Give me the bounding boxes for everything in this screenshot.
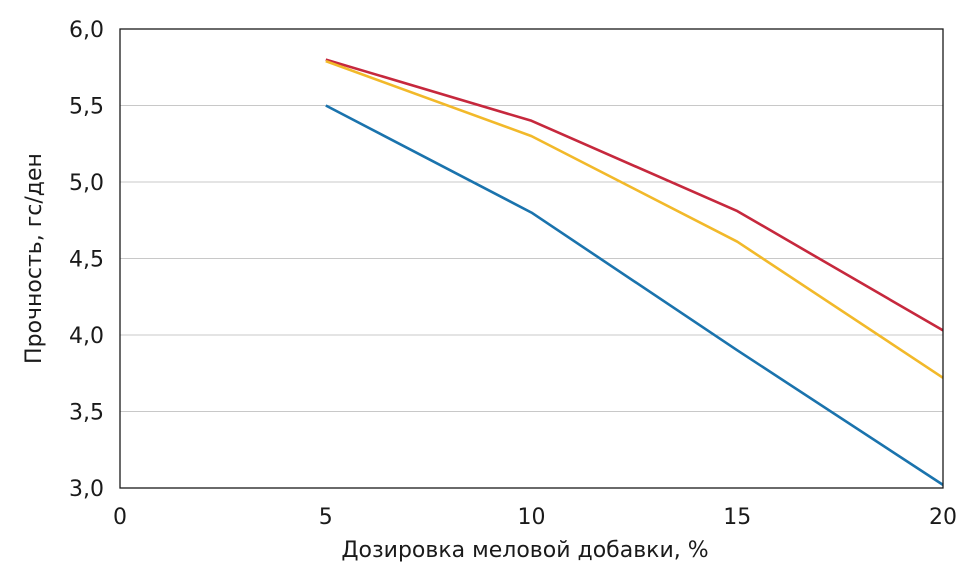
- y-tick-label: 4,5: [69, 248, 104, 273]
- series-line-3: [325, 104, 944, 486]
- y-tick-label: 6,0: [69, 18, 104, 43]
- series-lines: [325, 58, 944, 486]
- grid-lines: [120, 105, 943, 412]
- y-axis-ticks: 3,0 3,5 4,0 4,5 5,0 5,5 6,0: [69, 18, 104, 502]
- x-tick-label: 5: [319, 505, 333, 530]
- x-tick-label: 10: [518, 505, 546, 530]
- x-tick-label: 15: [723, 505, 751, 530]
- y-tick-label: 3,0: [69, 477, 104, 502]
- x-axis-ticks: 0 5 10 15 20: [113, 505, 957, 530]
- x-tick-label: 20: [929, 505, 957, 530]
- y-tick-label: 3,5: [69, 401, 104, 426]
- y-tick-label: 5,5: [69, 95, 104, 120]
- y-tick-label: 4,0: [69, 324, 104, 349]
- y-axis-label: Прочность, гс/ден: [22, 153, 47, 364]
- y-tick-label: 5,0: [69, 171, 104, 196]
- series-line-2: [325, 59, 944, 379]
- x-axis-label: Дозировка меловой добавки, %: [341, 538, 708, 563]
- plot-frame: [119, 28, 944, 489]
- x-tick-label: 0: [113, 505, 127, 530]
- series-line-1: [325, 58, 944, 332]
